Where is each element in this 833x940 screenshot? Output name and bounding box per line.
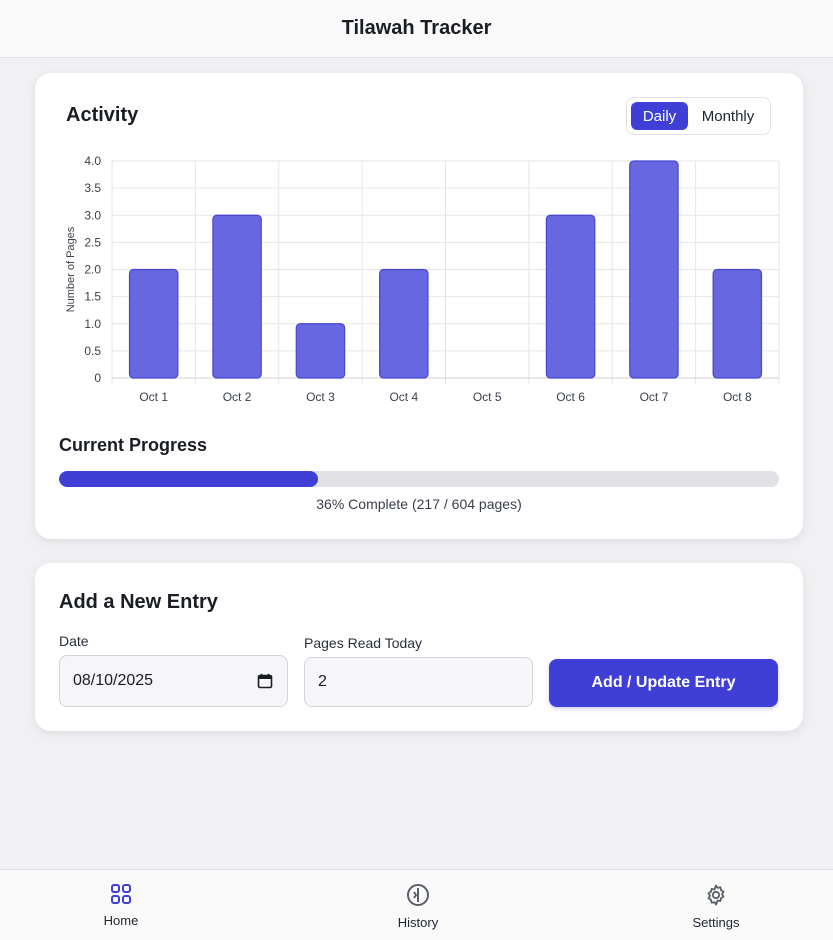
progress-text: 36% Complete (217 / 604 pages) <box>316 496 522 512</box>
bottom-nav: Home History Settings <box>0 869 833 940</box>
x-tick-label: Oct 8 <box>723 390 752 404</box>
progress-bar-fill <box>59 471 319 487</box>
add-update-entry-button[interactable]: Add / Update Entry <box>549 659 778 707</box>
activity-card: Activity Daily Monthly 0 0.5 1.0 1.5 2.0 2.5 3… <box>35 73 803 539</box>
nav-item-home[interactable]: Home <box>61 870 181 940</box>
pages-label: Pages Read Today <box>304 635 423 651</box>
nav-item-history[interactable]: History <box>358 870 478 940</box>
x-tick-label: Oct 5 <box>473 390 502 404</box>
x-tick-label: Oct 3 <box>306 390 335 404</box>
pages-value: 2 <box>318 673 327 690</box>
nav-label-settings: Settings <box>692 915 740 930</box>
bar-oct-1[interactable] <box>128 268 179 379</box>
y-tick-label: 2.0 <box>84 263 101 277</box>
progress-title: Current Progress <box>59 435 208 455</box>
y-tick-label: 0.5 <box>84 344 101 358</box>
entry-title: Add a New Entry <box>59 591 218 613</box>
x-tick-label: Oct 1 <box>139 390 168 404</box>
toggle-daily-button[interactable]: Daily <box>631 102 688 130</box>
calendar-icon[interactable] <box>257 673 273 689</box>
y-tick-label: 1.0 <box>84 317 101 331</box>
nav-label-history: History <box>397 915 439 930</box>
app-header: Tilawah Tracker <box>0 0 833 58</box>
pages-input[interactable]: 2 <box>304 657 533 707</box>
bar-oct-7[interactable] <box>629 160 679 379</box>
x-tick-label: Oct 6 <box>556 390 585 404</box>
entry-card: Add a New Entry Date 08/10/2025 Pages Re… <box>35 563 803 731</box>
bar-oct-8[interactable] <box>712 268 763 379</box>
bar-oct-2[interactable] <box>212 214 262 379</box>
bar-oct-4[interactable] <box>379 268 429 379</box>
y-tick-label: 4.0 <box>84 154 101 168</box>
period-toggle: Daily Monthly <box>626 97 771 135</box>
toggle-monthly-button[interactable]: Monthly <box>701 107 755 125</box>
activity-title: Activity <box>66 104 139 126</box>
date-value: 08/10/2025 <box>73 672 154 689</box>
x-tick-label: Oct 4 <box>389 390 418 404</box>
date-input[interactable]: 08/10/2025 <box>59 655 288 707</box>
date-label: Date <box>59 633 89 649</box>
y-tick-label: 1.5 <box>84 290 101 304</box>
activity-bar-chart: 0 0.5 1.0 1.5 2.0 2.5 3.0 3.5 4.0 Oct 1 Oct 2 Oct 3… <box>65 154 780 404</box>
nav-item-settings[interactable]: Settings <box>656 870 776 940</box>
bar-oct-6[interactable] <box>545 214 596 379</box>
x-tick-label: Oct 2 <box>223 390 252 404</box>
progress-bar <box>59 471 779 487</box>
y-tick-label: 0 <box>94 371 101 385</box>
gear-icon <box>707 884 725 906</box>
x-tick-label: Oct 7 <box>640 390 669 404</box>
y-tick-label: 3.5 <box>84 181 101 195</box>
y-tick-label: 3.0 <box>84 208 101 222</box>
history-icon <box>407 884 429 906</box>
y-axis-title: Number of Pages <box>65 226 77 312</box>
bar-oct-3[interactable] <box>295 323 346 379</box>
nav-label-home: Home <box>103 913 139 928</box>
app-title: Tilawah Tracker <box>341 17 492 39</box>
y-tick-label: 2.5 <box>84 235 101 249</box>
grid-icon <box>111 884 131 904</box>
